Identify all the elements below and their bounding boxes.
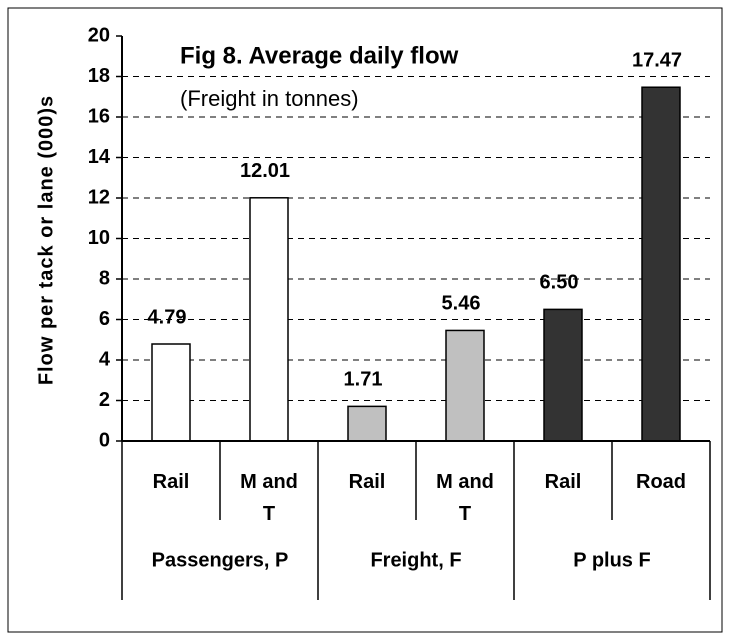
x-tick-label: Rail: [152, 471, 190, 493]
group-label: Passengers, P: [152, 549, 289, 571]
x-tick-label: Rail: [544, 471, 582, 493]
y-tick-label: 14: [88, 146, 111, 168]
y-tick-label: 6: [99, 308, 110, 330]
category-text: Rail: [152, 471, 190, 493]
category-text: M and T: [436, 471, 494, 525]
y-tick-label: 20: [88, 24, 110, 46]
bar: [445, 329, 485, 442]
y-tick-label: 12: [88, 186, 110, 208]
bar: [151, 343, 191, 442]
data-label: 1.71: [344, 369, 383, 391]
group-label: Freight, F: [370, 549, 461, 571]
bar: [249, 197, 289, 442]
y-axis-label: Flow per tack or lane (000)s: [35, 95, 57, 385]
category-text: Rail: [544, 471, 582, 493]
x-tick-label: Rail: [348, 471, 386, 493]
y-tick-label: 18: [88, 65, 110, 87]
y-tick-label: 0: [99, 429, 110, 451]
category-text: Road: [636, 471, 686, 493]
data-label: 12.01: [240, 160, 290, 182]
x-tick-label: M and T: [240, 471, 298, 525]
bar: [347, 405, 387, 442]
chart-title: Fig 8. Average daily flow: [180, 42, 459, 69]
chart-subtitle: (Freight in tonnes): [180, 86, 359, 111]
x-tick-label: M and T: [436, 471, 494, 525]
y-tick-label: 16: [88, 105, 110, 127]
y-tick-label: 2: [99, 389, 110, 411]
data-label: 17.47: [632, 50, 682, 72]
y-tick-label: 4: [99, 348, 111, 370]
category-text: Rail: [348, 471, 386, 493]
group-label: P plus F: [573, 549, 650, 571]
data-label: 4.79: [148, 306, 187, 328]
y-tick-label: 10: [88, 227, 110, 249]
bar: [641, 86, 681, 442]
bar: [543, 308, 583, 442]
data-label: 5.46: [442, 293, 481, 315]
data-label: 6.50: [540, 272, 579, 294]
x-tick-label: Road: [636, 471, 686, 493]
category-text: M and T: [240, 471, 298, 525]
y-tick-label: 8: [99, 267, 110, 289]
